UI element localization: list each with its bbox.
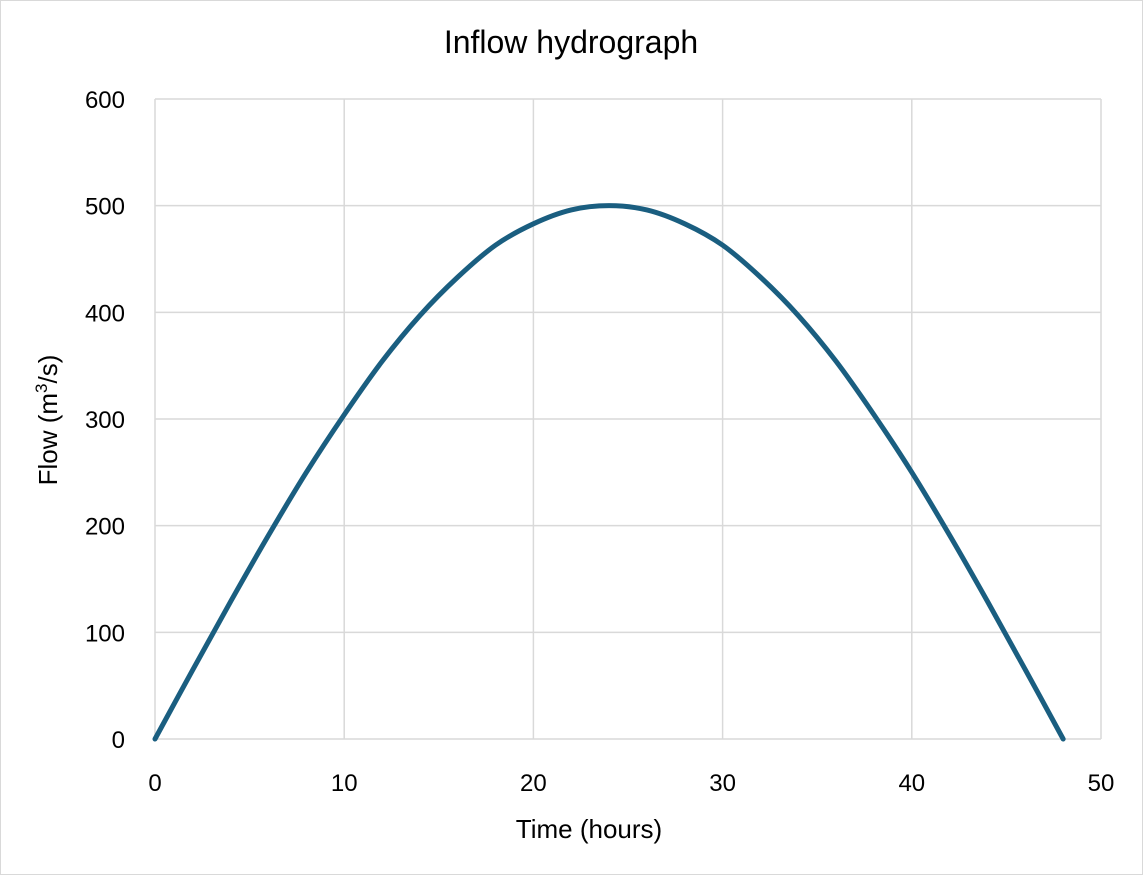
- y-tick-label: 600: [85, 87, 125, 114]
- y-tick-label: 200: [85, 514, 125, 541]
- chart-title: Inflow hydrograph: [444, 24, 698, 60]
- x-tick-label: 40: [898, 770, 925, 797]
- y-axis-ticks: 0 100 200 300 400 500 600: [85, 87, 125, 754]
- y-tick-label: 300: [85, 407, 125, 434]
- series-line: [152, 203, 1066, 742]
- x-tick-label: 20: [520, 770, 547, 797]
- y-axis-label-main: Flow (m: [33, 393, 63, 485]
- y-tick-label: 100: [85, 620, 125, 647]
- x-axis-ticks: 0 10 20 30 40 50: [148, 770, 1114, 797]
- y-axis-label-sup: 3: [32, 383, 51, 392]
- y-tick-label: 500: [85, 194, 125, 221]
- x-axis-label: Time (hours): [516, 814, 662, 844]
- gridlines: [154, 98, 1102, 740]
- y-tick-label: 400: [85, 300, 125, 327]
- y-tick-label: 0: [112, 727, 125, 754]
- x-tick-label: 30: [709, 770, 736, 797]
- series-layer: [152, 203, 1066, 742]
- y-axis-label-tail: /s): [33, 355, 63, 384]
- x-tick-label: 0: [148, 770, 161, 797]
- y-axis-label: Flow (m3/s): [32, 355, 63, 486]
- x-tick-label: 10: [331, 770, 358, 797]
- x-tick-label: 50: [1088, 770, 1115, 797]
